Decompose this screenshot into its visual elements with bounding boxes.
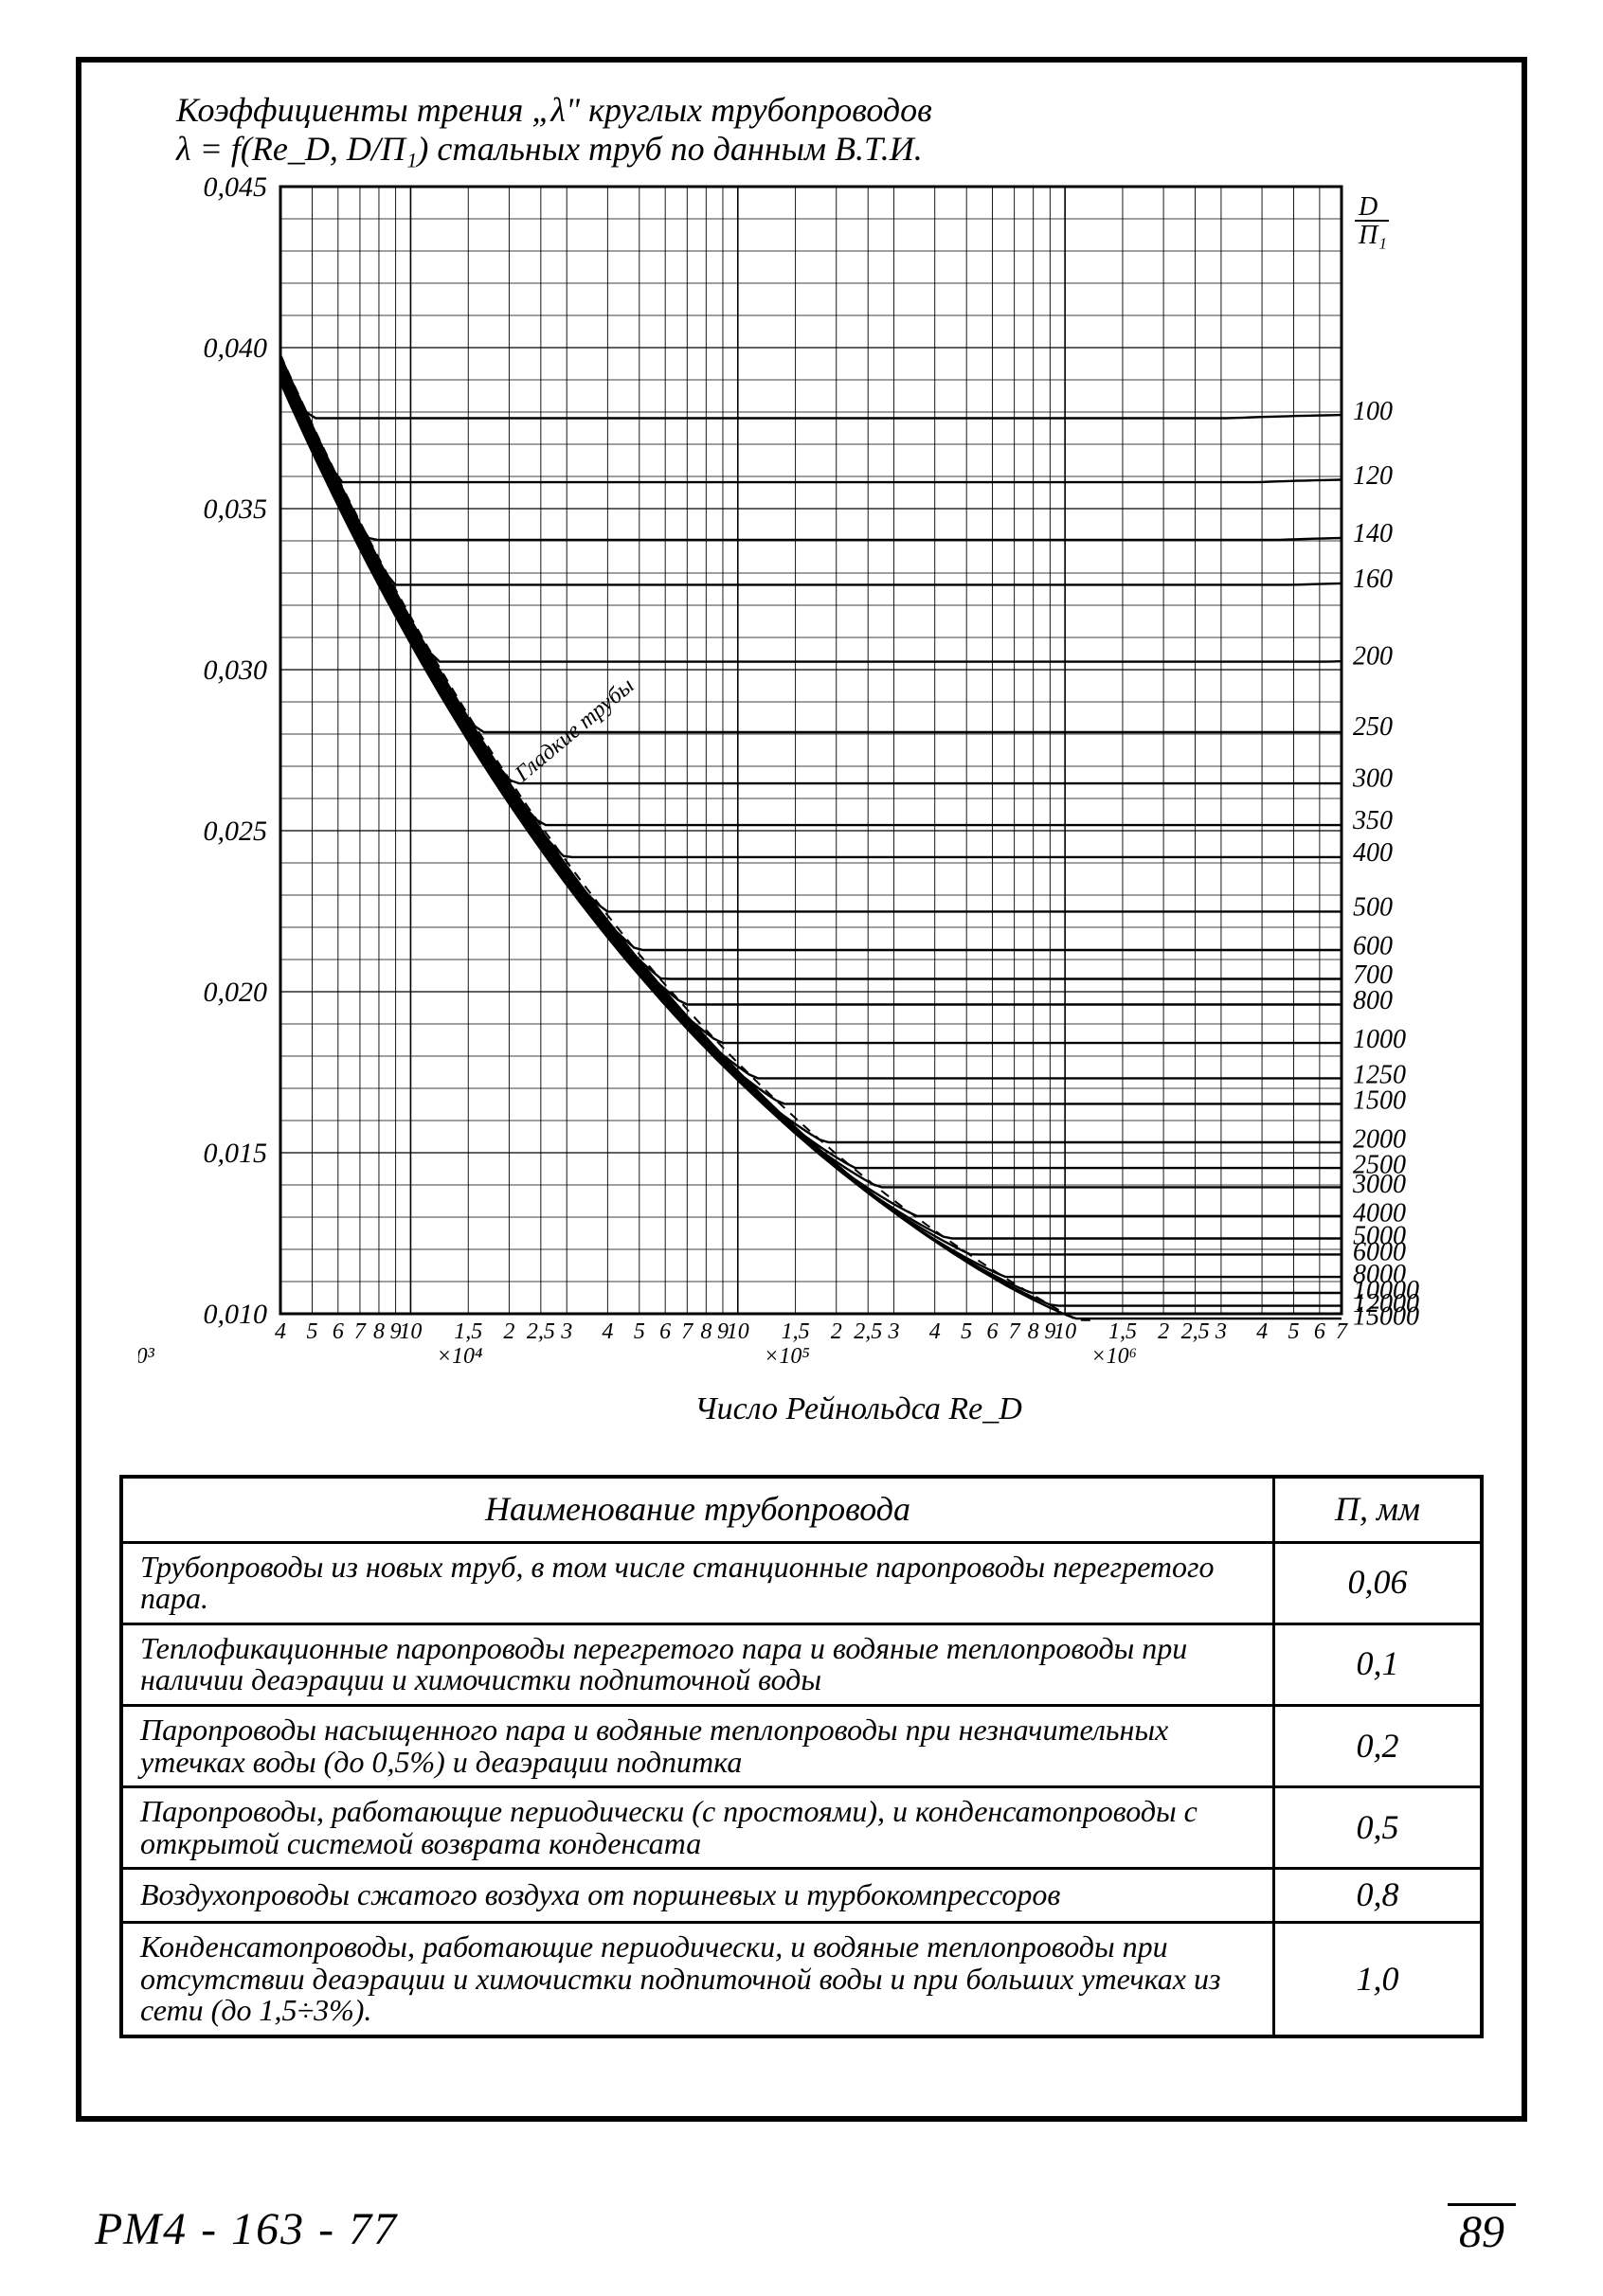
friction-chart: 0,010 0,015 0,020 0,025 0,030 0,035 0,040 0,045… <box>138 177 1465 1390</box>
row-value: 0,8 <box>1274 1869 1483 1923</box>
table-row: Воздухопроводы сжатого воздуха от поршне… <box>121 1869 1482 1923</box>
svg-text:600: 600 <box>1353 931 1393 960</box>
svg-text:200: 200 <box>1353 641 1393 671</box>
svg-text:П₁: П₁ <box>1358 221 1387 250</box>
row-name: Конденсатопроводы, работающие периодичес… <box>121 1923 1274 2036</box>
svg-text:2: 2 <box>503 1319 514 1344</box>
svg-text:5: 5 <box>961 1319 972 1344</box>
roughness-table-wrap: Наименование трубопровода П, мм Трубопро… <box>119 1475 1484 2038</box>
svg-text:×10³: ×10³ <box>138 1344 155 1369</box>
svg-text:8: 8 <box>700 1319 711 1344</box>
table-row: Паропроводы насыщенного пара и водяные т… <box>121 1705 1482 1786</box>
row-value: 0,2 <box>1274 1705 1483 1786</box>
svg-text:3000: 3000 <box>1352 1170 1406 1199</box>
svg-text:D: D <box>1358 192 1378 222</box>
roughness-table: Наименование трубопровода П, мм Трубопро… <box>119 1475 1484 2038</box>
svg-text:0,020: 0,020 <box>204 977 268 1008</box>
svg-text:0,030: 0,030 <box>204 655 268 686</box>
svg-text:120: 120 <box>1353 461 1393 491</box>
row-name: Воздухопроводы сжатого воздуха от поршне… <box>121 1869 1274 1923</box>
table-row: Конденсатопроводы, работающие периодичес… <box>121 1923 1482 2036</box>
svg-text:0,040: 0,040 <box>204 332 268 364</box>
svg-text:5: 5 <box>1288 1319 1300 1344</box>
svg-text:10: 10 <box>399 1319 422 1344</box>
svg-text:3: 3 <box>888 1319 900 1344</box>
svg-text:500: 500 <box>1353 892 1393 922</box>
svg-text:3: 3 <box>1215 1319 1227 1344</box>
svg-text:2: 2 <box>831 1319 842 1344</box>
svg-text:×10⁶: ×10⁶ <box>1090 1344 1137 1369</box>
svg-text:6: 6 <box>659 1319 671 1344</box>
svg-text:7: 7 <box>354 1319 367 1344</box>
svg-text:2,5: 2,5 <box>1181 1319 1210 1344</box>
svg-text:800: 800 <box>1353 986 1393 1015</box>
chart-title: Коэффициенты трения „λ" круглых трубопро… <box>176 91 1484 170</box>
svg-text:300: 300 <box>1352 763 1393 793</box>
page-number: 89 <box>1448 2203 1516 2258</box>
svg-text:4: 4 <box>929 1319 941 1344</box>
svg-text:1,5: 1,5 <box>782 1319 810 1344</box>
table-row: Паропроводы, работающие периодически (с … <box>121 1787 1482 1869</box>
row-value: 0,1 <box>1274 1623 1483 1705</box>
x-axis-label: Число Рейнольдса Re_D <box>233 1391 1484 1427</box>
row-value: 1,0 <box>1274 1923 1483 2036</box>
svg-text:5: 5 <box>306 1319 317 1344</box>
svg-text:5: 5 <box>634 1319 645 1344</box>
title-line-2: λ = f(Re_D, D/П₁) стальных труб по данны… <box>176 130 1484 169</box>
svg-text:350: 350 <box>1352 806 1393 835</box>
svg-text:0,045: 0,045 <box>204 177 268 203</box>
row-value: 0,5 <box>1274 1787 1483 1869</box>
svg-text:Гладкие трубы: Гладкие трубы <box>510 673 639 787</box>
svg-text:6: 6 <box>333 1319 344 1344</box>
row-name: Трубопроводы из новых труб, в том числе … <box>121 1542 1274 1623</box>
svg-text:7: 7 <box>681 1319 693 1344</box>
svg-text:2: 2 <box>1158 1319 1169 1344</box>
svg-text:250: 250 <box>1353 712 1393 742</box>
table-header-val: П, мм <box>1274 1477 1483 1542</box>
svg-text:1,5: 1,5 <box>454 1319 482 1344</box>
svg-text:100: 100 <box>1353 397 1393 426</box>
svg-text:1,5: 1,5 <box>1108 1319 1137 1344</box>
svg-text:1500: 1500 <box>1353 1085 1406 1115</box>
svg-text:1000: 1000 <box>1353 1025 1406 1054</box>
svg-text:4: 4 <box>602 1319 613 1344</box>
table-header-name: Наименование трубопровода <box>121 1477 1274 1542</box>
svg-text:400: 400 <box>1353 838 1393 868</box>
table-row: Трубопроводы из новых труб, в том числе … <box>121 1542 1482 1623</box>
svg-text:4: 4 <box>1256 1319 1268 1344</box>
svg-text:10: 10 <box>1054 1319 1076 1344</box>
svg-text:2,5: 2,5 <box>854 1319 882 1344</box>
svg-text:4: 4 <box>275 1319 286 1344</box>
svg-text:0,015: 0,015 <box>204 1138 268 1169</box>
row-name: Паропроводы насыщенного пара и водяные т… <box>121 1705 1274 1786</box>
svg-text:8: 8 <box>373 1319 385 1344</box>
svg-text:2,5: 2,5 <box>527 1319 555 1344</box>
page-frame: Коэффициенты трения „λ" круглых трубопро… <box>76 57 1527 2122</box>
svg-text:15000: 15000 <box>1353 1301 1419 1331</box>
svg-text:×10⁵: ×10⁵ <box>764 1344 810 1369</box>
svg-text:6: 6 <box>987 1319 999 1344</box>
svg-text:0,010: 0,010 <box>204 1299 268 1330</box>
document-code: РМ4 - 163 - 77 <box>95 2203 398 2258</box>
svg-text:160: 160 <box>1353 565 1393 594</box>
table-row: Теплофикационные паропроводы перегретого… <box>121 1623 1482 1705</box>
row-name: Теплофикационные паропроводы перегретого… <box>121 1623 1274 1705</box>
page-footer: РМ4 - 163 - 77 89 <box>95 2203 1516 2258</box>
svg-text:7: 7 <box>1009 1319 1021 1344</box>
svg-text:0,035: 0,035 <box>204 493 268 525</box>
svg-text:10: 10 <box>727 1319 749 1344</box>
title-line-1: Коэффициенты трения „λ" круглых трубопро… <box>176 91 1484 130</box>
row-value: 0,06 <box>1274 1542 1483 1623</box>
svg-text:3: 3 <box>560 1319 572 1344</box>
svg-text:×10⁴: ×10⁴ <box>437 1344 483 1369</box>
row-name: Паропроводы, работающие периодически (с … <box>121 1787 1274 1869</box>
svg-text:6: 6 <box>1314 1319 1325 1344</box>
svg-text:8: 8 <box>1028 1319 1039 1344</box>
svg-text:7: 7 <box>1336 1319 1348 1344</box>
svg-text:140: 140 <box>1353 519 1393 548</box>
page: Коэффициенты трения „λ" круглых трубопро… <box>0 0 1603 2296</box>
svg-text:0,025: 0,025 <box>204 816 268 847</box>
